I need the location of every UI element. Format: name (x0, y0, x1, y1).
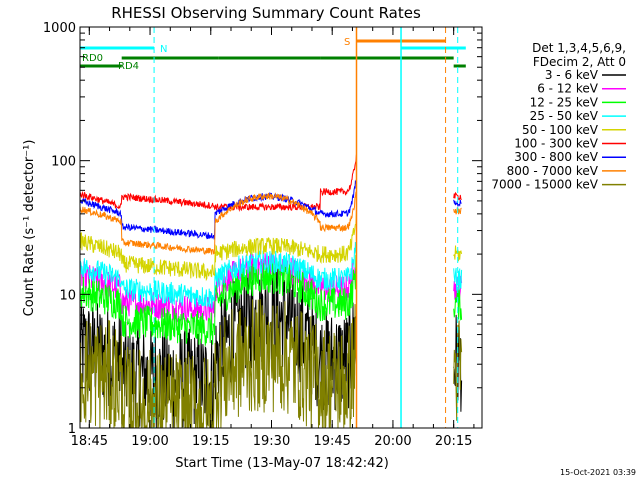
y-tick-label: 10 (59, 288, 76, 303)
x-tick-label: 19:30 (253, 434, 290, 449)
x-tick-label: 19:45 (313, 434, 350, 449)
series-trace (79, 154, 462, 212)
x-axis-label: Start Time (13-May-07 18:42:42) (175, 456, 389, 471)
y-tick-label: 1000 (43, 21, 76, 36)
y-tick-label: 100 (51, 155, 76, 170)
x-tick-label: 20:15 (435, 434, 472, 449)
legend-label: 3 - 6 keV (545, 68, 599, 82)
footer-date: 15-Oct-2021 03:39 (560, 468, 636, 477)
legend-label: 300 - 800 keV (514, 150, 598, 164)
plot-frame (79, 26, 483, 429)
axis-layer: 18:45 19:00 19:15 19:30 19:45 20:00 20:15 1 10 10… (43, 21, 482, 449)
flag-label-n: N (160, 44, 167, 55)
x-tick-label: 20:00 (374, 434, 411, 449)
flag-label-rd4: RD4 (118, 61, 139, 72)
legend-label: 7000 - 15000 keV (491, 178, 598, 192)
x-tick-label: 19:00 (131, 434, 168, 449)
legend-label: 100 - 300 keV (514, 137, 598, 151)
legend-header-line-1: Det 1,3,4,5,6,9, (532, 41, 626, 55)
x-tick-label: 18:45 (71, 434, 108, 449)
series-trace (79, 179, 462, 240)
series-layer (79, 154, 463, 429)
legend-label: 25 - 50 keV (530, 109, 599, 123)
legend-label: 800 - 7000 keV (507, 164, 599, 178)
series-trace (79, 241, 463, 309)
legend-label: 50 - 100 keV (522, 123, 599, 137)
x-tick-label: 19:15 (192, 434, 229, 449)
y-tick-label: 1 (68, 422, 76, 437)
y-axis-label: Count Rate (s⁻¹ detector⁻¹) (22, 140, 37, 317)
chart-title: RHESSI Observing Summary Count Rates (111, 4, 421, 22)
annotation-layer: N S RD0 RD4 (80, 27, 466, 428)
flag-label-s: S (344, 37, 350, 48)
flag-label-rd0: RD0 (82, 53, 103, 64)
legend-label: 12 - 25 keV (530, 95, 599, 109)
legend-header-line-2: FDecim 2, Att 0 (533, 55, 626, 69)
legend-label: 6 - 12 keV (537, 82, 599, 96)
